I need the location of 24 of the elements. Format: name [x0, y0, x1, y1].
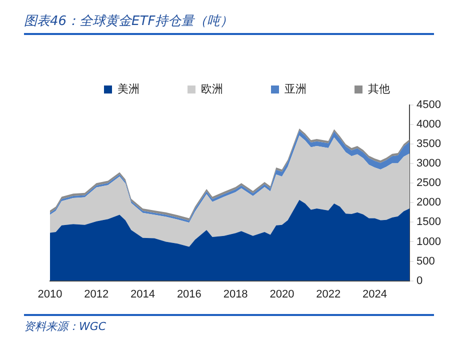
x-tick-label: 2010: [38, 288, 62, 300]
y-tick-label: 1000: [416, 236, 442, 248]
x-tick-label: 2020: [270, 288, 294, 300]
y-tick-label: 500: [416, 255, 435, 268]
legend-label: 其他: [368, 82, 390, 96]
y-tick-label: 2500: [416, 177, 442, 190]
legend-label: 美洲: [118, 82, 140, 96]
x-tick-label: 2014: [130, 288, 156, 300]
y-tick-label: 0: [416, 274, 423, 287]
x-tick-label: 2012: [84, 288, 109, 300]
x-tick-label: 2024: [362, 288, 387, 300]
chart-title: 图表46：全球黄金ETF持仓量（吨）: [24, 12, 434, 35]
y-tick-label: 2000: [416, 196, 442, 209]
legend-label: 亚洲: [284, 82, 306, 96]
y-tick-label: 3000: [416, 158, 442, 170]
x-tick-label: 2018: [223, 288, 248, 300]
y-tick-label: 4000: [416, 118, 442, 131]
y-tick-label: 1500: [416, 216, 442, 228]
y-tick-label: 4500: [416, 99, 442, 112]
text: 资料来源：WGC: [24, 314, 434, 334]
x-tick-label: 2022: [316, 288, 341, 300]
x-tick-label: 2016: [176, 288, 202, 300]
y-tick-label: 3500: [416, 138, 442, 150]
legend-label: 欧洲: [201, 82, 223, 96]
